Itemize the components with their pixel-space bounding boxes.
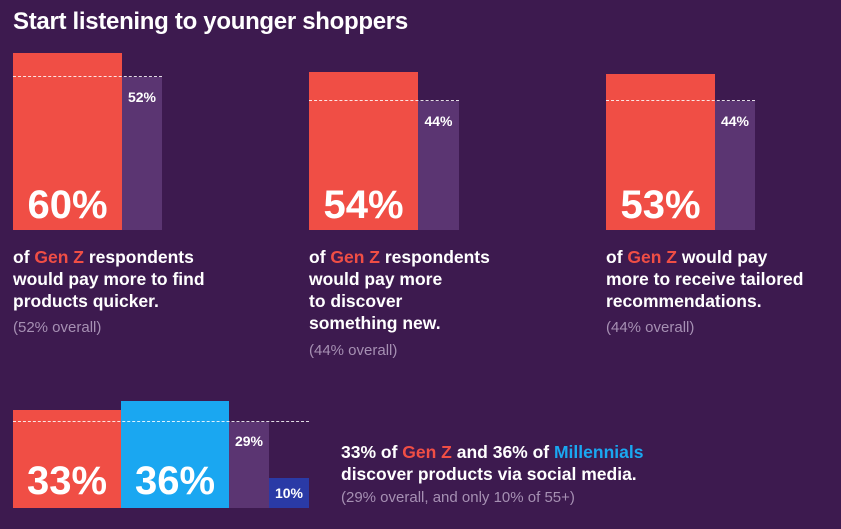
bar-overall-3 (715, 101, 755, 230)
chart-3-subtext: (44% overall) (606, 319, 695, 336)
value-label-genz-3: 53% (620, 183, 701, 227)
bar-overall-4 (229, 422, 269, 508)
overall-dashline-4 (13, 421, 309, 422)
value-label-overall-4: 29% (234, 433, 264, 449)
chart-2-description: of Gen Z respondents would pay more to d… (309, 247, 490, 333)
chart-2-subtext: (44% overall) (309, 342, 398, 359)
chart-3-description: of Gen Z would pay more to receive tailo… (606, 247, 804, 311)
chart-4-subtext: (29% overall, and only 10% of 55+) (341, 489, 575, 506)
value-label-overall-2: 44% (424, 113, 453, 129)
chart-1-subtext: (52% overall) (13, 319, 102, 336)
gen-z-highlight: Gen Z (34, 247, 84, 267)
millennials-highlight: Millennials (553, 442, 644, 462)
bar-55plus-4 (269, 478, 309, 508)
overall-dashline-2 (309, 100, 459, 101)
bar-overall-1 (122, 77, 162, 230)
bar-millennials-4 (121, 401, 229, 508)
bar-genz-1 (13, 53, 122, 230)
value-label-55plus-4: 10% (274, 485, 304, 501)
value-label-millennials-4: 36% (134, 459, 216, 503)
gen-z-highlight: Gen Z (402, 442, 452, 462)
overall-dashline-1 (13, 76, 162, 77)
chart-1-description: of Gen Z respondents would pay more to f… (13, 247, 205, 311)
page-title: Start listening to younger shoppers (13, 8, 408, 35)
chart-4-description: 33% of Gen Z and 36% of Millennials disc… (341, 442, 644, 484)
gen-z-highlight: Gen Z (330, 247, 380, 267)
value-label-genz-4: 33% (26, 459, 108, 503)
bar-overall-2 (418, 101, 459, 230)
bar-genz-4 (13, 410, 121, 508)
bar-genz-2 (309, 72, 418, 230)
value-label-overall-3: 44% (720, 113, 750, 129)
value-label-genz-1: 60% (27, 183, 108, 227)
overall-dashline-3 (606, 100, 755, 101)
gen-z-highlight: Gen Z (627, 247, 677, 267)
value-label-overall-1: 52% (127, 89, 157, 105)
value-label-genz-2: 54% (323, 183, 404, 227)
